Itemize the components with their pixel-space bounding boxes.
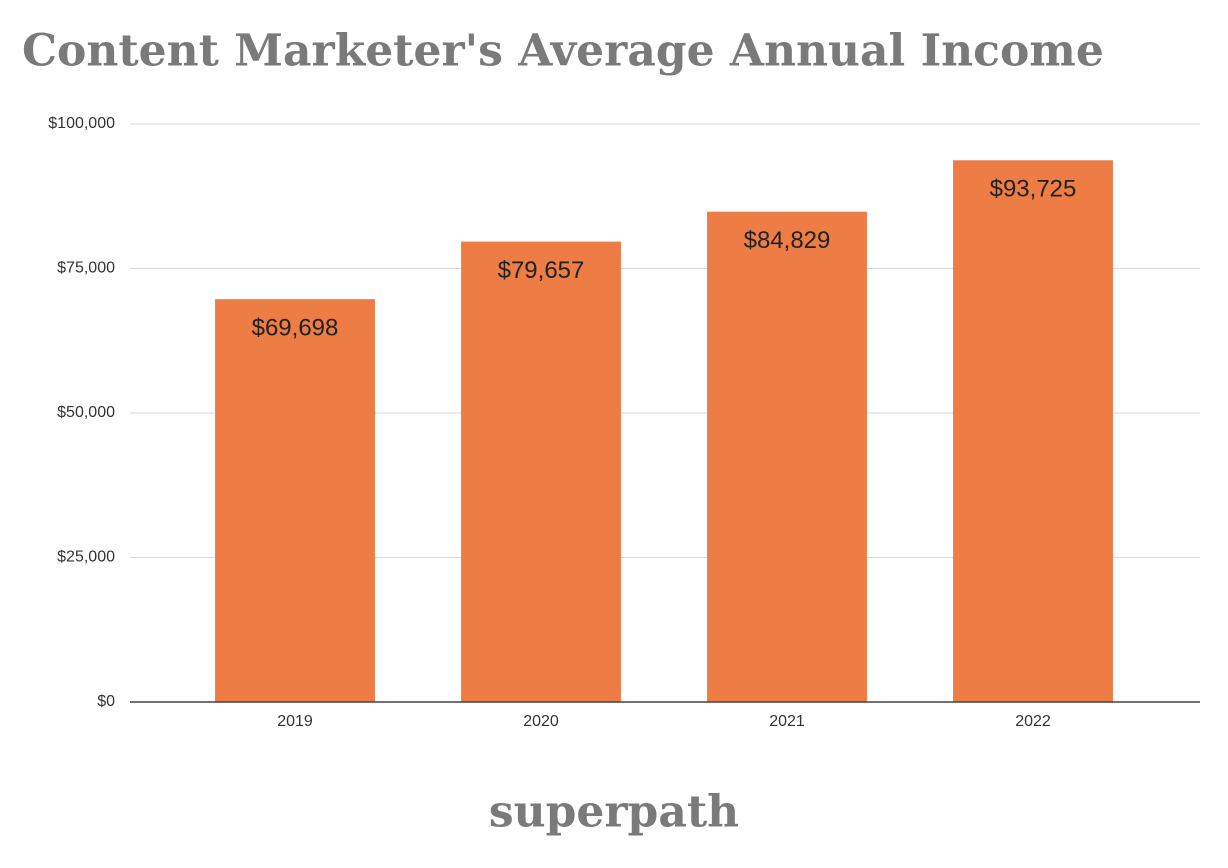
y-tick-label: $50,000 xyxy=(57,404,115,421)
y-tick-label: $0 xyxy=(97,693,115,710)
x-tick-label: 2020 xyxy=(523,713,559,730)
value-label: $69,698 xyxy=(252,314,339,341)
bar xyxy=(707,211,867,702)
value-label: $84,829 xyxy=(744,227,831,254)
x-tick-label: 2022 xyxy=(1015,713,1051,730)
brand: superpath xyxy=(489,787,739,838)
y-tick-label: $25,000 xyxy=(57,549,115,566)
x-tick-label: 2021 xyxy=(769,713,805,730)
value-label: $79,657 xyxy=(498,257,585,284)
bar xyxy=(953,160,1113,702)
bar xyxy=(461,241,621,703)
value-label: $93,725 xyxy=(990,176,1077,203)
y-tick-label: $75,000 xyxy=(57,260,115,277)
y-tick-label: $100,000 xyxy=(48,115,115,132)
x-tick-label: 2019 xyxy=(277,713,313,730)
bar xyxy=(215,299,375,702)
chart-title: Content Marketer's Average Annual Income xyxy=(22,26,1104,77)
